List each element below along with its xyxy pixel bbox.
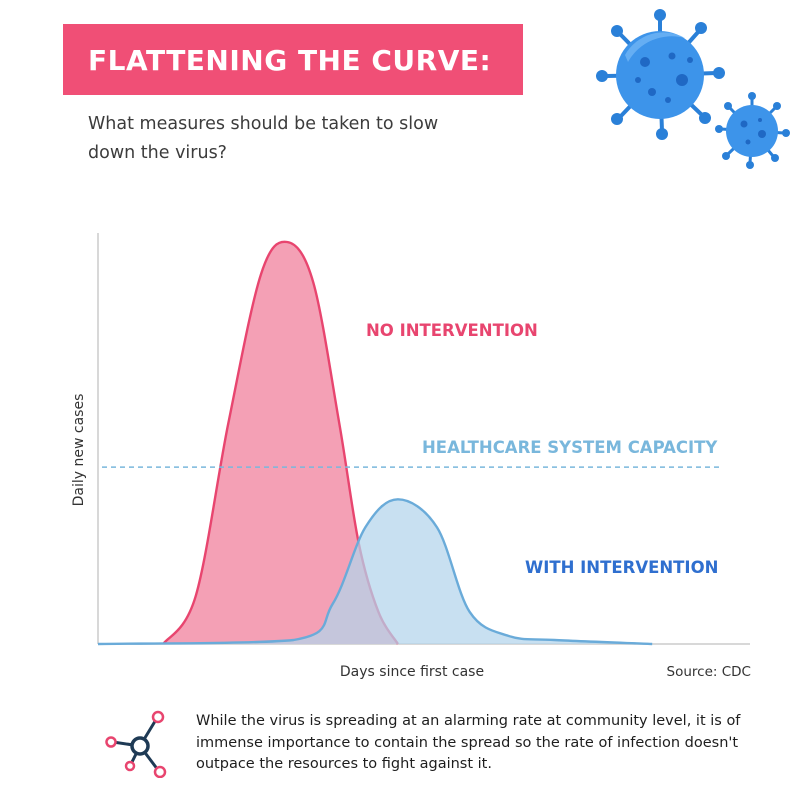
page-title: FLATTENING THE CURVE: [88, 44, 492, 77]
label-capacity: HEALTHCARE SYSTEM CAPACITY [422, 438, 718, 457]
series-area-no-intervention [163, 241, 398, 644]
label-no-intervention: NO INTERVENTION [366, 321, 538, 340]
title-banner [63, 24, 523, 95]
network-node-icon [105, 710, 167, 778]
virus-illustration [596, 9, 790, 169]
series-line-with-intervention [97, 498, 653, 646]
x-axis-label: Days since first case [340, 664, 484, 680]
small-virus-icon [715, 92, 790, 169]
series-area-with-intervention [98, 499, 653, 644]
source-label: Source: CDC [667, 664, 751, 680]
footer-text: While the virus is spreading at an alarm… [196, 713, 741, 772]
large-virus-icon [596, 9, 725, 140]
chart: Daily new cases Days since first case So… [71, 233, 751, 680]
label-with-intervention: WITH INTERVENTION [525, 558, 718, 577]
y-axis-label: Daily new cases [71, 394, 87, 507]
page-subtitle: What measures should be taken to slow do… [88, 114, 439, 163]
